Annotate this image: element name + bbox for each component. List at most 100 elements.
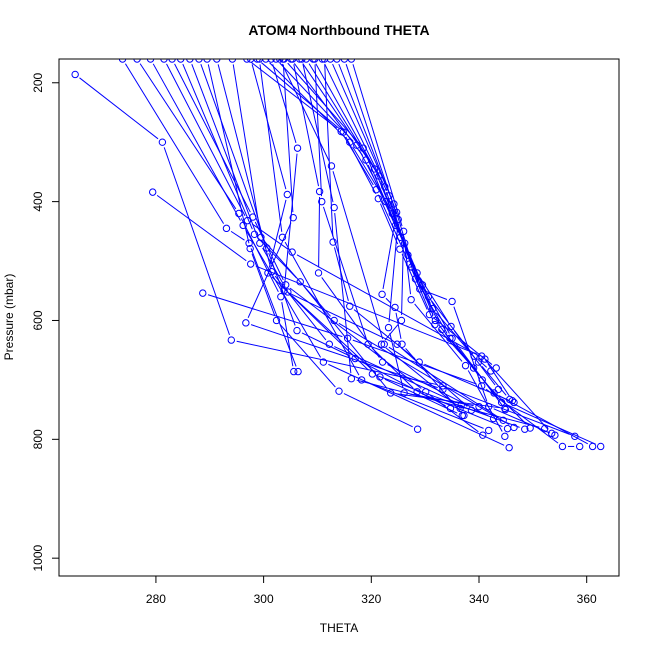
series-18: [242, 59, 447, 394]
data-point: [521, 425, 529, 433]
data-point: [505, 443, 513, 452]
data-point: [257, 233, 265, 241]
data-point: [446, 334, 454, 342]
data-point: [347, 375, 356, 383]
series-segment: [166, 63, 246, 216]
series-segment: [152, 63, 241, 221]
series-segment: [389, 332, 404, 388]
data-point: [284, 288, 292, 296]
data-point: [160, 59, 168, 63]
series-segment: [364, 153, 394, 221]
data-point: [262, 59, 270, 63]
data-point: [439, 382, 447, 390]
data-point: [280, 59, 288, 63]
data-point: [596, 442, 605, 451]
series-17: [267, 59, 476, 414]
series-segment: [356, 379, 540, 428]
data-point: [242, 319, 250, 327]
data-point: [199, 289, 207, 297]
x-tick-label: 280: [146, 592, 166, 606]
series-segment: [384, 324, 399, 341]
data-point: [399, 227, 408, 236]
series-segment: [395, 312, 402, 339]
y-tick-label: 1000: [31, 545, 45, 572]
series-segment: [409, 393, 474, 407]
data-point: [325, 340, 334, 348]
series-segment: [240, 218, 279, 293]
data-point: [314, 269, 323, 277]
data-point: [487, 367, 495, 375]
series-segment: [352, 339, 477, 385]
data-point: [456, 404, 464, 413]
data-point: [294, 367, 302, 376]
series-segment: [401, 236, 404, 315]
series-segment: [324, 63, 388, 191]
series-segment: [453, 306, 488, 402]
series-segment: [334, 346, 457, 404]
data-point: [290, 367, 298, 376]
series-segment: [431, 300, 472, 353]
data-point: [503, 424, 512, 433]
series-13: [213, 59, 465, 409]
series-segment: [343, 393, 413, 428]
data-point: [329, 238, 337, 246]
series-segment: [345, 64, 397, 215]
series-segment: [139, 63, 237, 210]
data-point: [272, 59, 280, 63]
series-segment: [250, 324, 438, 389]
series-segment: [257, 237, 297, 279]
series-segment: [79, 77, 159, 140]
data-point: [484, 426, 493, 435]
series-segment: [314, 64, 322, 197]
series-segment: [467, 370, 503, 432]
series-22: [320, 59, 518, 407]
data-point: [293, 326, 301, 335]
data-point: [289, 213, 297, 222]
series-segment: [269, 62, 347, 139]
series-segment: [333, 247, 349, 302]
axis-layer: 280 300 320 340 360 200 400 600 800 1000: [31, 72, 597, 606]
x-tick-label: 320: [361, 592, 381, 606]
data-point: [479, 431, 487, 439]
x-tick-label: 300: [254, 592, 274, 606]
series-segment: [332, 63, 393, 200]
data-point: [407, 295, 415, 304]
data-point: [176, 59, 185, 63]
data-point: [558, 442, 567, 451]
data-point: [391, 303, 399, 312]
series-segment: [217, 64, 271, 267]
series-segment: [328, 363, 505, 446]
data-point: [448, 297, 456, 306]
series-9: [176, 59, 509, 413]
data-point: [148, 188, 157, 196]
series-segment: [411, 268, 434, 320]
series-segment: [334, 212, 352, 374]
data-point: [393, 340, 401, 348]
data-point: [475, 402, 483, 411]
series-segment: [414, 303, 463, 362]
series-2: [148, 188, 556, 438]
data-point: [255, 59, 264, 63]
data-point: [302, 59, 310, 63]
series-34: [333, 59, 468, 420]
data-point: [133, 59, 141, 63]
series-segment: [293, 64, 320, 187]
series-segment: [345, 136, 377, 195]
series-segment: [382, 217, 397, 289]
series-1: [71, 70, 579, 441]
data-point: [368, 370, 377, 378]
data-point: [380, 340, 388, 348]
series-segment: [230, 230, 245, 241]
series-segment: [417, 283, 448, 334]
data-point: [195, 59, 203, 63]
series-segment: [506, 404, 596, 445]
series-segment: [322, 206, 367, 340]
series-segment: [385, 347, 457, 406]
series-segment: [424, 290, 448, 300]
series-segment: [282, 64, 294, 213]
data-point: [335, 387, 343, 395]
data-point: [481, 355, 489, 363]
series-segment: [251, 64, 287, 190]
series-segment: [124, 63, 225, 224]
data-point: [283, 190, 292, 199]
